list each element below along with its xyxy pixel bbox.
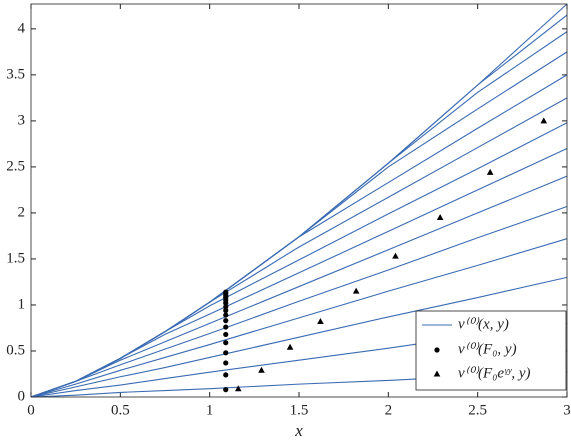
x-tick-label: 3 <box>563 402 571 418</box>
dot <box>223 304 229 310</box>
x-tick-label: 0.5 <box>111 402 130 418</box>
y-tick-label: 2 <box>18 204 26 220</box>
curve <box>30 238 568 398</box>
triangle <box>234 385 242 392</box>
x-axis-label: x <box>294 421 303 440</box>
triangle <box>352 287 360 294</box>
triangle <box>286 343 294 350</box>
triangle <box>486 168 494 175</box>
y-tick-label: 1.5 <box>6 250 25 266</box>
x-tick-label: 1.5 <box>290 402 309 418</box>
y-tick-label: 4 <box>18 20 26 36</box>
curve <box>30 3 568 398</box>
dot <box>223 331 229 338</box>
y-tick-label: 3 <box>18 112 26 128</box>
triangle <box>258 366 265 373</box>
dot <box>223 318 229 324</box>
legend-box <box>415 310 567 391</box>
y-tick-label: 0.5 <box>6 342 25 358</box>
dot <box>223 387 229 393</box>
triangle <box>392 252 399 259</box>
dot <box>223 307 229 314</box>
x-tick-label: 1 <box>206 402 214 418</box>
triangle <box>317 318 324 325</box>
y-tick-label: 3.5 <box>6 66 25 82</box>
curve <box>30 276 568 398</box>
x-tick-label: 2 <box>385 402 393 418</box>
legend-label: v⁽⁰⁾(F₀eᵞʸ, y) <box>458 365 531 381</box>
dot <box>223 289 229 295</box>
dot <box>223 372 229 378</box>
y-tick-label: 0 <box>18 388 26 404</box>
legend-label: v⁽⁰⁾(F₀, y) <box>458 341 517 357</box>
x-tick-label: 2.5 <box>468 402 487 418</box>
dot <box>223 340 229 346</box>
plot-frame <box>30 3 568 398</box>
curve <box>30 205 568 398</box>
dot <box>223 312 229 318</box>
dot <box>434 347 440 353</box>
triangle <box>540 117 548 124</box>
dot <box>223 324 229 330</box>
y-tick-label: 2.5 <box>6 158 25 174</box>
legend-label: v⁽⁰⁾(x, y) <box>458 316 509 332</box>
triangle <box>436 214 444 221</box>
dot <box>223 360 229 366</box>
y-tick-label: 1 <box>18 296 26 312</box>
x-tick-label: 0 <box>27 402 35 418</box>
dot <box>223 350 229 356</box>
triangle <box>433 370 441 377</box>
